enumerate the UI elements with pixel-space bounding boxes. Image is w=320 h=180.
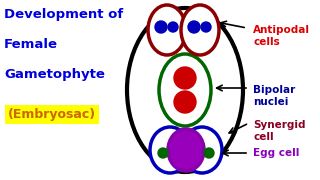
Circle shape (204, 148, 214, 158)
Text: Female: Female (4, 38, 58, 51)
Ellipse shape (159, 54, 211, 126)
Text: Gametophyte: Gametophyte (4, 68, 105, 81)
Ellipse shape (148, 5, 186, 55)
Circle shape (174, 67, 196, 89)
Text: Synergid
cell: Synergid cell (253, 120, 306, 142)
Circle shape (155, 21, 167, 33)
Circle shape (188, 21, 200, 33)
Text: (Embryosac): (Embryosac) (8, 108, 96, 121)
Text: Bipolar
nuclei: Bipolar nuclei (253, 85, 295, 107)
Text: Antipodal
cells: Antipodal cells (253, 25, 310, 47)
Text: Egg cell: Egg cell (253, 148, 300, 158)
Circle shape (174, 91, 196, 113)
Ellipse shape (127, 8, 243, 172)
Circle shape (168, 22, 178, 32)
Ellipse shape (168, 129, 204, 171)
Ellipse shape (181, 5, 219, 55)
Ellipse shape (182, 127, 222, 173)
Circle shape (158, 148, 168, 158)
Circle shape (201, 22, 211, 32)
Text: Development of: Development of (4, 8, 123, 21)
Ellipse shape (150, 127, 190, 173)
